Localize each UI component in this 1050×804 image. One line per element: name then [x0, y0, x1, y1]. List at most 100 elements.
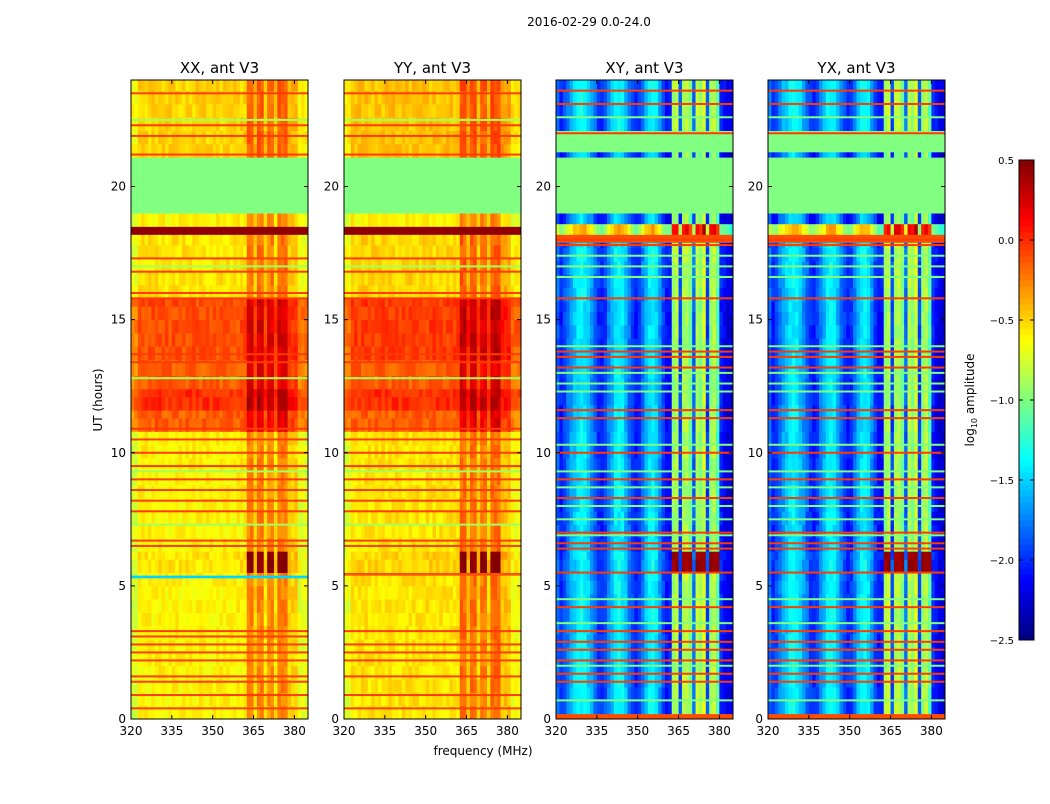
heatmap-cell	[291, 200, 295, 214]
heatmap-cell	[254, 200, 258, 214]
heatmap-cell	[250, 258, 254, 272]
heatmap-cell	[141, 245, 145, 259]
heatmap-cell	[344, 639, 348, 653]
heatmap-cell	[294, 306, 298, 320]
heatmap-cell	[364, 346, 368, 360]
heatmap-cell	[185, 306, 189, 320]
heatmap-cell	[237, 306, 241, 320]
heatmap-cell	[240, 639, 244, 653]
heatmap-cell	[145, 104, 149, 118]
heatmap-cell	[288, 173, 292, 187]
heatmap-cell	[138, 559, 142, 573]
heatmap-cell	[260, 306, 264, 320]
heatmap-cell	[364, 245, 368, 259]
heatmap-cell	[511, 471, 515, 485]
heatmap-cell	[368, 226, 372, 234]
heatmap-cell	[216, 298, 220, 306]
heatmap-cell	[277, 234, 281, 245]
heatmap-cell	[291, 187, 295, 201]
heatmap-cell	[364, 458, 368, 472]
heatmap-cell	[131, 586, 135, 600]
heatmap-cell	[463, 559, 467, 573]
heatmap-cell	[182, 578, 186, 586]
heatmap-cell	[158, 431, 162, 445]
heatmap-cell	[460, 559, 464, 573]
heatmap-cell	[213, 346, 217, 360]
heatmap-cell	[284, 144, 288, 158]
heatmap-cell	[480, 397, 484, 411]
heatmap-cell	[484, 272, 488, 286]
heatmap-cell	[213, 258, 217, 272]
heatmap-cell	[467, 431, 471, 445]
heatmap-cell	[230, 389, 234, 397]
heatmap-cell	[398, 272, 402, 286]
heatmap-cell	[199, 599, 203, 613]
heatmap-cell	[271, 639, 275, 653]
heatmap-cell	[138, 346, 142, 360]
heatmap-cell	[243, 652, 247, 666]
heatmap-cell	[230, 333, 234, 347]
heatmap-cell	[473, 551, 477, 559]
heatmap-cell	[298, 445, 302, 459]
heatmap-cell	[202, 626, 206, 640]
heatmap-cell	[298, 157, 302, 160]
heatmap-cell	[158, 157, 162, 160]
heatmap-cell	[216, 131, 220, 145]
heatmap-cell	[415, 258, 419, 272]
heatmap-cell	[145, 389, 149, 397]
heatmap-cell	[199, 226, 203, 234]
heatmap-cell	[426, 234, 430, 245]
heatmap-cell	[436, 410, 440, 418]
heatmap-cell	[257, 559, 261, 573]
heatmap-cell	[415, 397, 419, 411]
heatmap-cell	[443, 525, 447, 539]
heatmap-cell	[131, 298, 135, 306]
heatmap-cell	[131, 234, 135, 245]
heatmap-cell	[158, 389, 162, 397]
heatmap-cell	[398, 551, 402, 559]
heatmap-cell	[392, 525, 396, 539]
heatmap-cell	[131, 666, 135, 680]
heatmap-cell	[213, 104, 217, 118]
flagged-time-line	[131, 630, 308, 632]
heatmap-cell	[371, 626, 375, 640]
heatmap-cell	[294, 389, 298, 397]
heatmap-cell	[281, 613, 285, 627]
heatmap-cell	[487, 431, 491, 445]
heatmap-cell	[405, 573, 409, 576]
heatmap-cell	[134, 213, 138, 227]
heatmap-cell	[254, 652, 258, 666]
heatmap-cell	[501, 471, 505, 485]
heatmap-cell	[267, 599, 271, 613]
heatmap-cell	[145, 551, 149, 559]
heatmap-cell	[281, 525, 285, 539]
heatmap-cell	[274, 245, 278, 259]
heatmap-cell	[237, 226, 241, 234]
heatmap-cell	[456, 599, 460, 613]
heatmap-cell	[494, 666, 498, 680]
heatmap-cell	[213, 272, 217, 286]
heatmap-cell	[189, 258, 193, 272]
heatmap-cell	[192, 362, 196, 376]
heatmap-cell	[446, 346, 450, 360]
heatmap-cell	[267, 613, 271, 627]
heatmap-cell	[422, 573, 426, 576]
heatmap-cell	[250, 639, 254, 653]
heatmap-cell	[281, 320, 285, 334]
heatmap-cell	[446, 458, 450, 472]
heatmap-cell	[168, 131, 172, 145]
flagged-time-line	[131, 92, 308, 94]
heatmap-cell	[158, 575, 162, 578]
heatmap-cell	[490, 666, 494, 680]
heatmap-cell	[412, 245, 416, 259]
heatmap-cell	[196, 599, 200, 613]
heatmap-cell	[175, 471, 179, 485]
heatmap-cell	[240, 445, 244, 459]
heatmap-cell	[277, 559, 281, 573]
heatmap-cell	[145, 320, 149, 334]
heatmap-cell	[467, 362, 471, 376]
heatmap-cell	[223, 80, 227, 91]
heatmap-cell	[480, 333, 484, 347]
heatmap-cell	[247, 298, 251, 306]
heatmap-cell	[385, 285, 389, 299]
